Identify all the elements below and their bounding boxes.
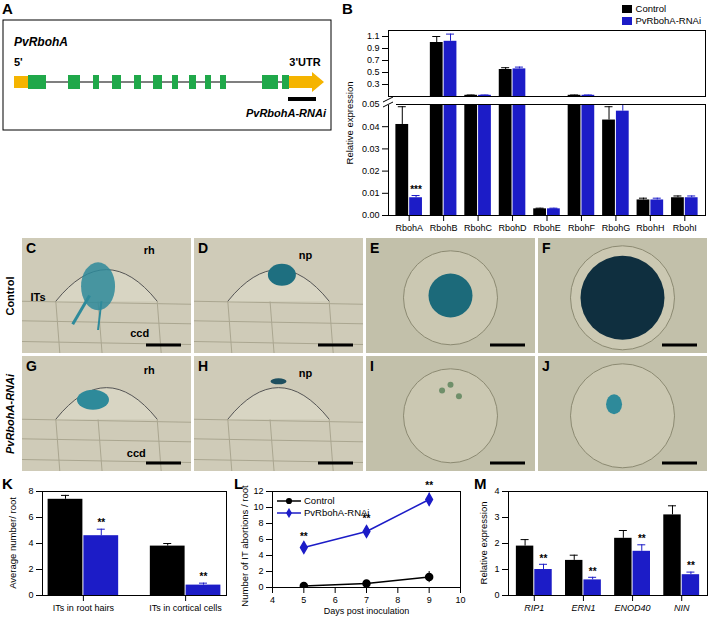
svg-text:2: 2 xyxy=(258,566,263,576)
svg-text:**: ** xyxy=(300,531,308,542)
svg-text:RbohI: RbohI xyxy=(673,223,697,233)
svg-text:1: 1 xyxy=(494,564,499,574)
svg-text:ITs in root hairs: ITs in root hairs xyxy=(53,603,115,613)
svg-text:NIN: NIN xyxy=(674,603,690,613)
svg-text:5': 5' xyxy=(14,56,23,68)
svg-text:**: ** xyxy=(638,533,646,544)
svg-text:rh: rh xyxy=(144,364,155,376)
svg-text:RbohG: RbohG xyxy=(602,223,631,233)
svg-text:RbohB: RbohB xyxy=(430,223,458,233)
svg-text:ERN1: ERN1 xyxy=(571,603,595,613)
svg-text:0.00: 0.00 xyxy=(362,210,380,220)
svg-text:ccd: ccd xyxy=(127,447,146,459)
svg-text:**: ** xyxy=(540,553,548,564)
svg-text:4: 4 xyxy=(28,538,33,548)
html-text:Relative expression: Relative expression xyxy=(343,81,355,164)
svg-text:7: 7 xyxy=(364,595,369,605)
html-text:B: B xyxy=(342,0,353,17)
svg-text:ITs in cortical cells: ITs in cortical cells xyxy=(149,603,222,613)
svg-text:3: 3 xyxy=(494,512,499,522)
html-text:PvRbohA-RNAi: PvRbohA-RNAi xyxy=(4,373,16,454)
svg-text:1.1: 1.1 xyxy=(367,31,380,41)
svg-text:rh: rh xyxy=(144,244,155,256)
svg-text:0.5: 0.5 xyxy=(367,67,380,77)
svg-text:0.3: 0.3 xyxy=(367,79,380,89)
svg-text:F: F xyxy=(542,240,551,256)
svg-text:9: 9 xyxy=(427,595,432,605)
html-text:Control: Control xyxy=(635,3,667,14)
svg-text:G: G xyxy=(26,358,37,374)
svg-text:0: 0 xyxy=(258,582,263,592)
html-text:Relative expression: Relative expression xyxy=(477,501,489,585)
svg-text:ccd: ccd xyxy=(130,327,149,339)
svg-text:RbohC: RbohC xyxy=(464,223,493,233)
svg-text:12: 12 xyxy=(253,486,263,496)
svg-text:0.9: 0.9 xyxy=(367,43,380,53)
html-text:M: M xyxy=(474,475,487,492)
svg-text:4: 4 xyxy=(494,486,499,496)
svg-text:C: C xyxy=(26,240,36,256)
svg-text:6: 6 xyxy=(258,534,263,544)
svg-text:A: A xyxy=(2,0,13,17)
svg-text:0.01: 0.01 xyxy=(362,188,380,198)
svg-text:10: 10 xyxy=(455,595,465,605)
svg-text:**: ** xyxy=(97,517,105,528)
svg-text:0: 0 xyxy=(28,590,33,600)
html-text:PvRbohA-RNAi: PvRbohA-RNAi xyxy=(304,507,370,518)
svg-text:J: J xyxy=(542,358,550,374)
svg-text:0.02: 0.02 xyxy=(362,166,380,176)
svg-text:5: 5 xyxy=(301,595,306,605)
svg-text:E: E xyxy=(370,240,379,256)
svg-text:ENOD40: ENOD40 xyxy=(615,603,651,613)
html-text:Control: Control xyxy=(4,275,16,316)
svg-text:2: 2 xyxy=(28,564,33,574)
svg-text:I: I xyxy=(370,358,374,374)
svg-text:***: *** xyxy=(410,184,422,195)
svg-text:**: ** xyxy=(425,480,433,491)
svg-text:6: 6 xyxy=(28,512,33,522)
html-text:Average number/ root: Average number/ root xyxy=(6,497,18,589)
html-text:PvRbohA-RNAi: PvRbohA-RNAi xyxy=(635,15,701,26)
svg-text:np: np xyxy=(299,249,313,261)
svg-text:8: 8 xyxy=(395,595,400,605)
svg-text:Days post inoculation: Days post inoculation xyxy=(324,606,410,616)
svg-text:6: 6 xyxy=(333,595,338,605)
svg-text:D: D xyxy=(198,240,208,256)
html-text:Control: Control xyxy=(304,495,335,506)
svg-text:4: 4 xyxy=(258,550,263,560)
svg-text:**: ** xyxy=(687,560,695,571)
svg-text:PvRbohA-RNAi: PvRbohA-RNAi xyxy=(246,107,327,119)
svg-text:2: 2 xyxy=(494,538,499,548)
svg-text:np: np xyxy=(299,367,313,379)
svg-text:H: H xyxy=(198,358,208,374)
svg-text:RbohA: RbohA xyxy=(395,223,423,233)
svg-text:RbohF: RbohF xyxy=(568,223,596,233)
svg-text:0.05: 0.05 xyxy=(362,100,380,109)
html-text:Number of IT abortions / root: Number of IT abortions / root xyxy=(238,485,250,607)
svg-text:3'UTR: 3'UTR xyxy=(289,56,320,68)
svg-text:RbohH: RbohH xyxy=(636,223,664,233)
svg-text:**: ** xyxy=(200,571,208,582)
svg-text:8: 8 xyxy=(258,518,263,528)
svg-text:0.04: 0.04 xyxy=(362,122,380,132)
svg-text:PvRbohA: PvRbohA xyxy=(14,35,68,49)
svg-text:RbohE: RbohE xyxy=(533,223,561,233)
svg-text:ITs: ITs xyxy=(30,291,45,303)
svg-text:10: 10 xyxy=(253,502,263,512)
svg-text:0.7: 0.7 xyxy=(367,55,380,65)
html-text:L: L xyxy=(234,475,244,492)
svg-text:0.03: 0.03 xyxy=(362,144,380,154)
svg-text:RbohD: RbohD xyxy=(499,223,528,233)
svg-text:RIP1: RIP1 xyxy=(524,603,544,613)
html-text:K: K xyxy=(2,475,13,492)
svg-text:**: ** xyxy=(589,566,597,577)
svg-text:4: 4 xyxy=(270,595,275,605)
svg-text:0: 0 xyxy=(494,590,499,600)
svg-text:8: 8 xyxy=(28,486,33,496)
